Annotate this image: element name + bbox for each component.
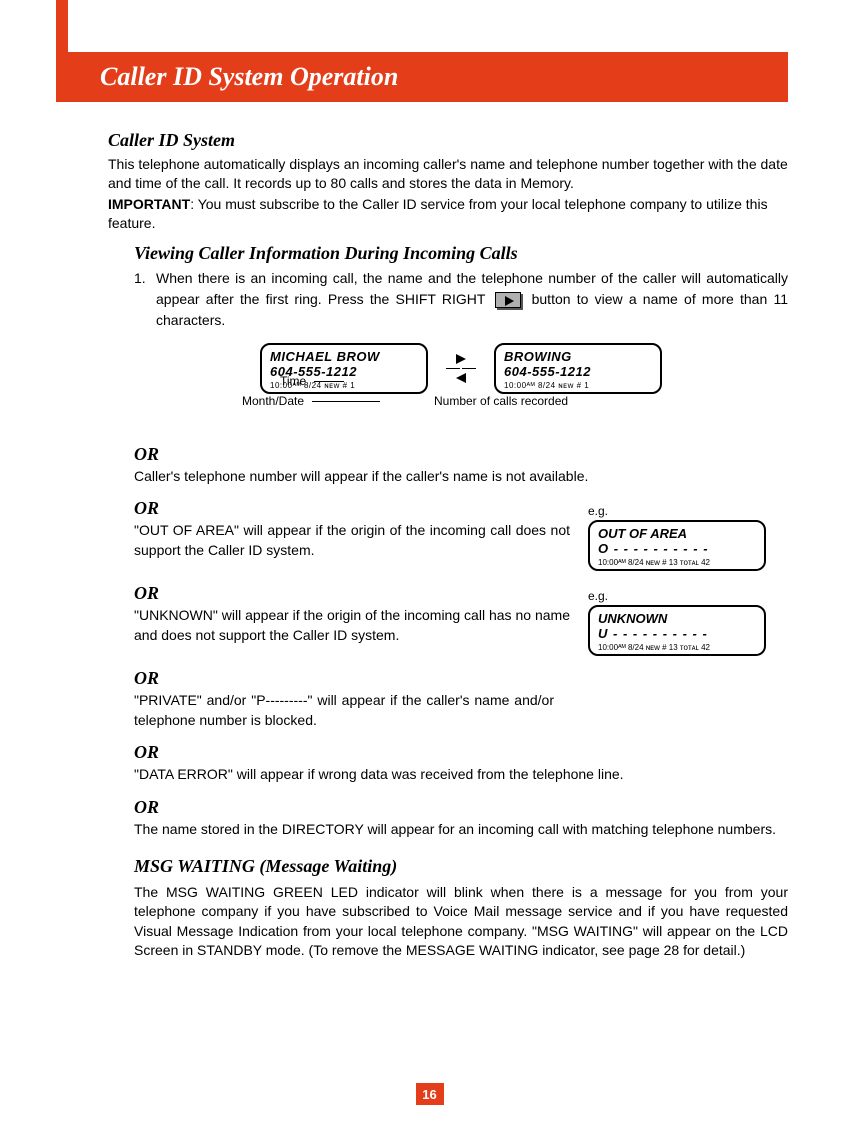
lcd-2-num: 604-555-1212 xyxy=(504,364,652,379)
lcd-1-name: MICHAEL BROW xyxy=(270,349,418,364)
split-unknown: OR "UNKNOWN" will appear if the origin o… xyxy=(134,571,788,656)
label-time: Time xyxy=(280,374,306,388)
or-5-body: "DATA ERROR" will appear if wrong data w… xyxy=(134,765,788,785)
lcd-unk-l2: U - - - - - - - - - - xyxy=(598,626,756,641)
lcd-unk-l3: 10:00ᴬᴹ 8/24 ɴᴇᴡ # 13 ᴛᴏᴛᴀʟ 42 xyxy=(598,643,756,652)
or-1-h: OR xyxy=(134,444,788,465)
arrow-left-icon xyxy=(456,373,466,383)
or-5-h: OR xyxy=(134,742,788,763)
content: Caller ID System This telephone automati… xyxy=(108,130,788,961)
lcd-out-l1: OUT OF AREA xyxy=(598,526,756,541)
lcd-out: OUT OF AREA O - - - - - - - - - - 10:00ᴬ… xyxy=(588,520,766,571)
heading-msg: MSG WAITING (Message Waiting) xyxy=(134,856,788,877)
eg-label-1: e.g. xyxy=(588,504,788,518)
lcd-out-l3: 10:00ᴬᴹ 8/24 ɴᴇᴡ # 13 ᴛᴏᴛᴀʟ 42 xyxy=(598,558,756,567)
lcd-2-status: 10:00ᴬᴹ 8/24 ɴᴇᴡ # 1 xyxy=(504,381,652,390)
or-2-body: "OUT OF AREA" will appear if the origin … xyxy=(134,521,570,560)
important-label: IMPORTANT xyxy=(108,196,190,212)
arrows xyxy=(446,354,476,383)
label-month: Month/Date xyxy=(242,394,304,408)
page-number: 16 xyxy=(416,1083,444,1105)
msg-body: The MSG WAITING GREEN LED indicator will… xyxy=(134,883,788,961)
line-time xyxy=(314,381,344,382)
heading-viewing: Viewing Caller Information During Incomi… xyxy=(134,243,788,264)
lcd-2-name: BROWING xyxy=(504,349,652,364)
intro-important: IMPORTANT: You must subscribe to the Cal… xyxy=(108,195,788,233)
or-4-body: "PRIVATE" and/or "P---------" will appea… xyxy=(134,691,554,730)
or-4-h: OR xyxy=(134,668,788,689)
step-1: 1. When there is an incoming call, the n… xyxy=(134,268,788,331)
eg-label-2: e.g. xyxy=(588,589,788,603)
heading-caller-id: Caller ID System xyxy=(108,130,788,151)
banner-title: Caller ID System Operation xyxy=(100,62,398,92)
labels-row: Time Month/Date Number of calls recorded xyxy=(134,400,788,432)
split-out-of-area: OR "OUT OF AREA" will appear if the orig… xyxy=(134,486,788,571)
label-numrec: Number of calls recorded xyxy=(434,394,568,408)
intro-p1: This telephone automatically displays an… xyxy=(108,155,788,193)
lcd-row: MICHAEL BROW 604-555-1212 10:00ᴬᴹ 8/24 ɴ… xyxy=(134,343,788,394)
lcd-2: BROWING 604-555-1212 10:00ᴬᴹ 8/24 ɴᴇᴡ # … xyxy=(494,343,662,394)
arrow-right-icon xyxy=(456,354,466,364)
or-2-h: OR xyxy=(134,498,570,519)
shift-right-icon xyxy=(495,292,521,308)
eg-out-of-area: e.g. OUT OF AREA O - - - - - - - - - - 1… xyxy=(588,486,788,571)
important-body: : You must subscribe to the Caller ID se… xyxy=(108,196,768,231)
line-month xyxy=(312,401,380,402)
tab-accent xyxy=(56,0,68,102)
or-3-body: "UNKNOWN" will appear if the origin of t… xyxy=(134,606,570,645)
or-3-h: OR xyxy=(134,583,570,604)
lcd-unk-l1: UNKNOWN xyxy=(598,611,756,626)
eg-unknown: e.g. UNKNOWN U - - - - - - - - - - 10:00… xyxy=(588,571,788,656)
lcd-out-l2: O - - - - - - - - - - xyxy=(598,541,756,556)
or-6-body: The name stored in the DIRECTORY will ap… xyxy=(134,820,788,840)
banner: Caller ID System Operation xyxy=(68,52,788,102)
step-1-body: When there is an incoming call, the name… xyxy=(156,268,788,331)
lcd-unk: UNKNOWN U - - - - - - - - - - 10:00ᴬᴹ 8/… xyxy=(588,605,766,656)
or-1-body: Caller's telephone number will appear if… xyxy=(134,467,788,487)
section-viewing: 1. When there is an incoming call, the n… xyxy=(134,268,788,961)
step-1-num: 1. xyxy=(134,268,156,331)
page-number-value: 16 xyxy=(422,1087,436,1102)
or-6-h: OR xyxy=(134,797,788,818)
